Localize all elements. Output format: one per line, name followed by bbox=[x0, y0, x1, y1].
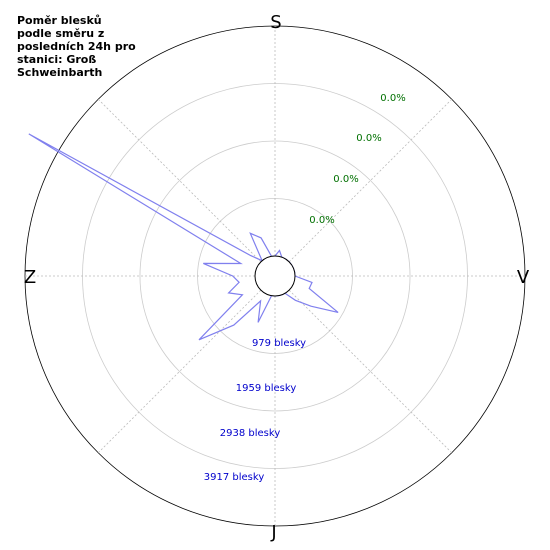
percent-label-2: 0.0% bbox=[333, 174, 358, 185]
percent-label-4: 0.0% bbox=[380, 93, 405, 104]
count-label-2: 1959 blesky bbox=[236, 383, 297, 394]
direction-left: Z bbox=[24, 267, 36, 288]
direction-right: V bbox=[517, 267, 530, 288]
series-polygon bbox=[28, 133, 339, 341]
center-circle bbox=[254, 255, 296, 297]
count-label-3: 2938 blesky bbox=[220, 428, 281, 439]
direction-bottom: J bbox=[270, 522, 276, 543]
grid-ring-2 bbox=[139, 140, 411, 412]
polar-grid bbox=[24, 25, 526, 527]
count-label-1: 979 blesky bbox=[252, 338, 306, 349]
count-label-4: 3917 blesky bbox=[204, 472, 265, 483]
direction-top: S bbox=[270, 12, 281, 33]
chart-title: Poměr blesků podle směru z posledních 24… bbox=[17, 14, 136, 79]
series-layer bbox=[28, 133, 339, 341]
percent-label-3: 0.0% bbox=[356, 133, 381, 144]
percent-label-1: 0.0% bbox=[309, 215, 334, 226]
